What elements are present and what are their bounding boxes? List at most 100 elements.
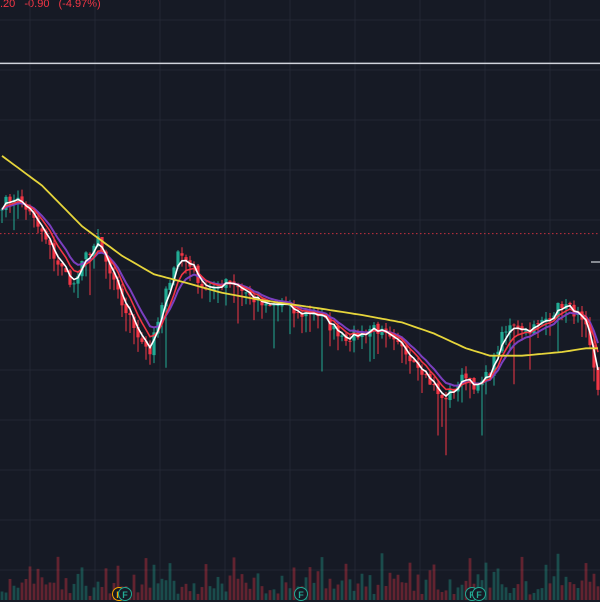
candle-body <box>268 304 272 306</box>
candle-body <box>264 303 268 306</box>
volume-bar <box>284 582 288 600</box>
volume-bar <box>40 577 44 600</box>
volume-bar <box>160 578 164 600</box>
volume-bar <box>172 580 176 600</box>
candle-body <box>304 312 308 317</box>
volume-bar <box>260 586 264 600</box>
candle-body <box>44 230 48 240</box>
volume-bar <box>488 587 492 600</box>
volume-bar <box>468 558 472 600</box>
candle-body <box>464 373 468 379</box>
volume-bar <box>212 588 216 600</box>
volume-bar <box>388 572 392 600</box>
candle-body <box>88 253 92 256</box>
candle-body <box>20 196 24 204</box>
volume-bar <box>556 553 560 600</box>
volume-bar <box>36 568 40 600</box>
volume-bar <box>436 589 440 600</box>
volume-bar <box>508 593 512 600</box>
volume-bar <box>496 568 500 600</box>
volume-bar <box>372 593 376 600</box>
volume-bar <box>588 581 592 600</box>
candle-body <box>120 288 124 306</box>
volume-bar <box>196 593 200 600</box>
candle-body <box>132 316 136 328</box>
volume-bar <box>512 588 516 600</box>
candle-body <box>592 345 596 368</box>
candle-body <box>500 331 504 352</box>
volume-bar <box>368 575 372 600</box>
volume-bar <box>460 584 464 600</box>
volume-bar <box>348 579 352 600</box>
volume-bar <box>168 563 172 600</box>
volume-bar <box>176 593 180 600</box>
volume-bar <box>340 580 344 600</box>
volume-bar <box>504 587 508 600</box>
ma-mid-line <box>1 200 599 391</box>
volume-bar <box>208 586 212 600</box>
candle-body <box>404 346 408 355</box>
candle-body <box>448 388 452 401</box>
volume-bar <box>228 575 232 600</box>
volume-bar <box>392 578 396 600</box>
volume-bar <box>336 584 340 600</box>
price-header: .20 -0.90 (-4.97%) <box>0 0 107 10</box>
volume-bar <box>0 591 4 600</box>
volume-bar <box>400 582 404 600</box>
candle-body <box>444 397 448 400</box>
volume-bar <box>152 564 156 600</box>
candle-body <box>84 252 88 260</box>
volume-bar <box>416 574 420 600</box>
volume-bar <box>76 573 80 600</box>
candle-body <box>504 331 508 333</box>
volume-bar <box>72 583 76 600</box>
volume-bar <box>328 578 332 600</box>
candle-body <box>0 209 4 211</box>
volume-bar <box>516 584 520 600</box>
volume-bar <box>8 578 12 600</box>
volume-bar <box>32 583 36 600</box>
candlesticks <box>0 189 600 456</box>
candle-body <box>152 332 156 356</box>
volume-bar <box>492 571 496 600</box>
volume-bar <box>420 593 424 600</box>
candle-body <box>176 251 180 267</box>
volume-bar <box>88 595 92 600</box>
candle-body <box>520 326 524 331</box>
candle-body <box>244 292 248 294</box>
volume-bar <box>384 586 388 600</box>
volume-bar <box>216 576 220 600</box>
volume-bar <box>552 576 556 600</box>
volume-bar <box>276 593 280 600</box>
candle-body <box>228 280 232 283</box>
volume-bar <box>16 587 20 600</box>
candle-body <box>40 228 44 232</box>
candle-body <box>428 373 432 385</box>
volume-bar <box>532 592 536 600</box>
volume-bar <box>580 580 584 600</box>
volume-bar <box>332 588 336 600</box>
volume-bar <box>236 578 240 600</box>
event-badge-f-icon[interactable]: F <box>294 587 308 601</box>
candle-body <box>596 367 600 390</box>
volume-bar <box>52 582 56 600</box>
volume-bar <box>204 564 208 600</box>
volume-bar <box>352 590 356 600</box>
volume-bar <box>520 556 524 600</box>
volume-bar <box>28 566 32 600</box>
volume-bar <box>316 571 320 600</box>
candle-body <box>168 282 172 290</box>
candle-body <box>52 243 56 259</box>
volume-bar <box>308 567 312 600</box>
candle-body <box>440 395 444 399</box>
candle-body <box>180 253 184 256</box>
event-badge-f-icon[interactable]: F <box>118 587 132 601</box>
moving-averages <box>1 155 599 398</box>
volume-bar <box>80 567 84 600</box>
event-badge-f-icon[interactable]: F <box>472 587 486 601</box>
candle-body <box>104 251 108 262</box>
volume-bar <box>448 579 452 600</box>
volume-bar <box>568 582 572 600</box>
volume-bar <box>412 590 416 600</box>
